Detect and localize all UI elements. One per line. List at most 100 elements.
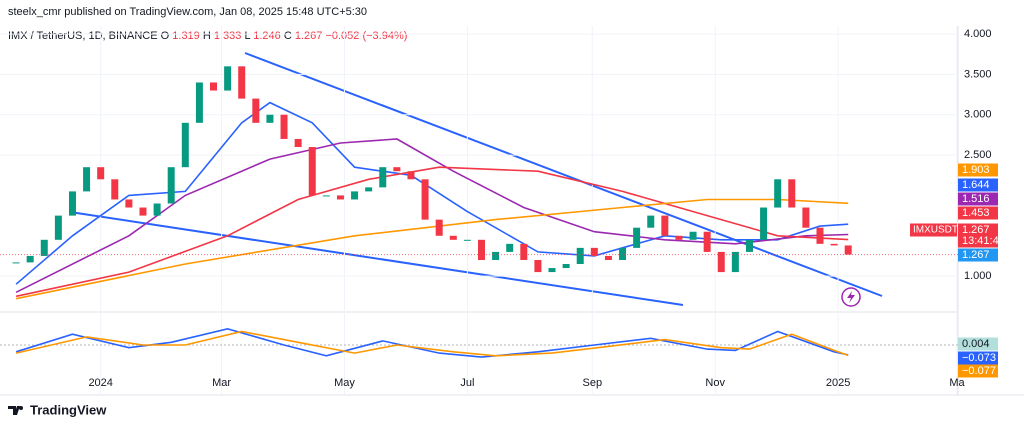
candle: [365, 187, 373, 192]
ohlc-label: C: [284, 30, 292, 42]
price-label-box: [958, 178, 998, 192]
brand-logo: [8, 406, 23, 415]
candle: [731, 251, 739, 273]
symbol-label: IMXUSDT: [913, 225, 958, 236]
ohlc-label: H: [203, 30, 211, 42]
symbol: IMX / TetherUS, 1D, BINANCE: [8, 30, 158, 42]
ohlc-value: 1.333: [214, 30, 242, 42]
candle: [661, 215, 669, 236]
candle: [619, 247, 627, 260]
candle: [40, 239, 48, 256]
ohlc-value: 1.319: [172, 30, 200, 42]
price-label-box: [958, 351, 998, 365]
candle: [68, 191, 76, 216]
candle: [97, 167, 105, 180]
y-tick-label: 3.000: [964, 109, 992, 121]
candle: [647, 215, 655, 228]
line-series: [15, 198, 849, 300]
candle: [280, 114, 288, 139]
legend-line: IMX / TetherUS, 1D, BINANCE O 1.319 H 1.…: [8, 30, 407, 42]
ohlc-label: O: [161, 30, 170, 42]
ohlc-label: L: [244, 30, 250, 42]
candle: [111, 179, 119, 200]
candle: [195, 82, 203, 123]
trendline-lower: [69, 211, 684, 306]
candle: [492, 251, 500, 260]
candle: [294, 138, 302, 148]
candle: [421, 179, 429, 220]
x-tick-label: Sep: [583, 377, 603, 389]
brand: TradingView: [30, 402, 107, 417]
candle: [336, 195, 344, 200]
candle: [576, 247, 584, 265]
alert-icon[interactable]: [841, 287, 861, 307]
y-tick-label: 4.000: [964, 28, 992, 40]
alert-bolt: [847, 291, 855, 303]
price-label: −0.077: [962, 365, 996, 377]
symbol-label-box: [910, 223, 957, 237]
candle: [802, 207, 810, 228]
candle: [322, 195, 330, 197]
candle: [675, 235, 683, 240]
price-label-box: [958, 234, 998, 248]
candle: [562, 264, 570, 269]
line-series: [15, 327, 849, 358]
candle: [844, 245, 852, 255]
candle: [745, 239, 753, 252]
x-tick-label: Nov: [705, 377, 725, 389]
published-line: steelx_cmr published on TradingView.com,…: [8, 6, 367, 18]
x-tick-label: 2024: [88, 377, 112, 389]
candle: [252, 98, 260, 123]
ohlc-value: 1.246: [253, 30, 281, 42]
line-series: [15, 138, 849, 294]
x-tick-label: Mar: [212, 377, 231, 389]
candle: [590, 247, 598, 256]
price-label: 13:41:48: [962, 235, 1005, 247]
candle: [548, 268, 556, 273]
candle: [210, 82, 218, 91]
candle: [520, 243, 528, 260]
candle: [816, 227, 824, 244]
candle: [167, 167, 175, 204]
candle: [407, 171, 415, 180]
candle: [689, 231, 697, 240]
candle: [238, 66, 246, 99]
price-label: 1.453: [962, 207, 990, 219]
y-tick-label: 2.500: [964, 149, 992, 161]
candle: [83, 167, 91, 192]
x-tick-label: Ma: [949, 377, 965, 389]
candle: [534, 259, 542, 273]
candle: [506, 243, 514, 252]
candle: [393, 167, 401, 172]
price-label-box: [958, 163, 998, 177]
candle: [125, 199, 133, 208]
price-label-box: [958, 248, 998, 262]
candle: [760, 207, 768, 240]
candle: [830, 243, 838, 246]
candle: [435, 219, 443, 236]
price-label: 1.516: [962, 193, 990, 205]
price-label: 1.267: [962, 224, 990, 236]
change: −0.052 (−3.94%): [325, 30, 407, 42]
trendline-upper: [244, 52, 883, 297]
price-label-box: [958, 223, 998, 237]
candle: [604, 255, 612, 260]
candle: [717, 251, 725, 273]
candle: [54, 215, 62, 240]
candle: [266, 114, 274, 123]
candle: [774, 179, 782, 208]
candle: [477, 239, 485, 260]
candle: [351, 191, 359, 200]
price-label: 0.004: [962, 338, 990, 350]
candle: [633, 227, 641, 248]
candle: [308, 147, 316, 196]
y-tick-label: 3.500: [964, 68, 992, 80]
y-tick-label: 1.000: [964, 270, 992, 282]
price-label-box: [958, 192, 998, 206]
price-label: 1.644: [962, 179, 990, 191]
candle: [449, 235, 457, 240]
candle: [224, 66, 232, 91]
candle: [463, 239, 471, 241]
price-label: −0.073: [962, 352, 996, 364]
